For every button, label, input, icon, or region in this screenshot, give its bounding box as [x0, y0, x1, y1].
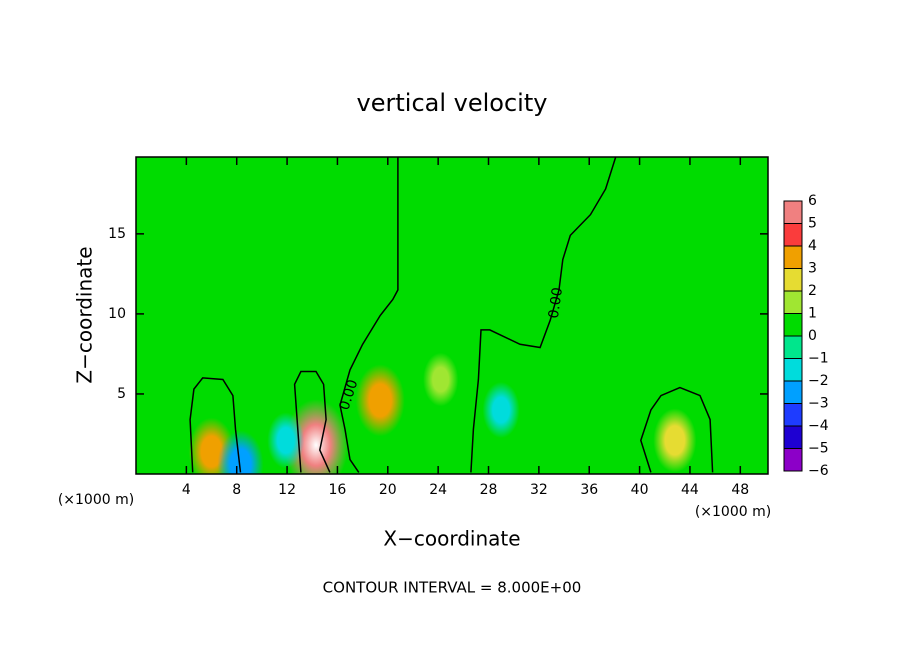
colorbar-box	[783, 223, 803, 247]
contour-line	[640, 386, 714, 473]
colorbar-box	[783, 425, 803, 449]
colorbar-label: −1	[808, 351, 829, 367]
colorbar-label: 5	[808, 216, 817, 232]
colorbar-box	[783, 403, 803, 427]
x-tick-label: 4	[182, 482, 191, 498]
x-tick-label: 16	[329, 482, 347, 498]
plot-frame	[135, 156, 769, 475]
colorbar-label: 0	[808, 328, 817, 344]
x-tick-label: 20	[379, 482, 397, 498]
contour-line	[470, 157, 617, 473]
colorbar-box	[783, 358, 803, 382]
field	[188, 157, 714, 474]
field-cell	[267, 412, 305, 469]
colorbar-box	[783, 245, 803, 269]
colorbar-label: −2	[808, 373, 829, 389]
colorbar-label: −5	[808, 441, 829, 457]
x-tick-label: 36	[580, 482, 598, 498]
colorbar-box	[783, 313, 803, 337]
colorbar-box	[783, 335, 803, 359]
x-tick-label: 8	[232, 482, 241, 498]
colorbar-label: 1	[808, 306, 817, 322]
contour-line	[339, 157, 399, 473]
colorbar-label: −3	[808, 396, 829, 412]
y-axis-title: Z−coordinate	[73, 246, 97, 383]
colorbar-box	[783, 290, 803, 314]
x-tick-label: 32	[530, 482, 548, 498]
y-tick-label: 5	[117, 386, 126, 402]
x-tick-label: 12	[278, 482, 296, 498]
contour-label: 0.00	[546, 286, 566, 319]
y-tick-label: 15	[108, 226, 126, 242]
colorbar-label: −6	[808, 463, 829, 479]
colorbar-label: −4	[808, 418, 829, 434]
field-cell	[653, 408, 697, 473]
field-cell	[445, 245, 477, 294]
colorbar-box	[783, 448, 803, 472]
x-unit: (×1000 m)	[695, 504, 771, 520]
field-cell	[355, 364, 405, 437]
colorbar-label: 3	[808, 261, 817, 277]
colorbar-label: 4	[808, 238, 817, 254]
colorbar-box	[783, 200, 803, 224]
x-tick-label: 24	[429, 482, 447, 498]
x-tick-label: 28	[480, 482, 498, 498]
chart-title: vertical velocity	[357, 89, 548, 117]
x-tick-label: 44	[681, 482, 699, 498]
y-tick-label: 10	[108, 306, 126, 322]
field-cell	[217, 430, 264, 474]
contour-interval: CONTOUR INTERVAL = 8.000E+00	[323, 579, 582, 597]
colorbar-box	[783, 380, 803, 404]
x-tick-label: 48	[731, 482, 749, 498]
x-axis-title: X−coordinate	[383, 527, 520, 551]
colorbar-label: 2	[808, 283, 817, 299]
x-tick-label: 40	[631, 482, 649, 498]
field-cell	[423, 352, 459, 407]
field-cell	[482, 381, 520, 438]
colorbar-label: 6	[808, 193, 817, 209]
contour-line	[293, 370, 331, 473]
contour-line	[189, 377, 242, 473]
x-unit: (×1000 m)	[58, 492, 134, 508]
colorbar-box	[783, 268, 803, 292]
